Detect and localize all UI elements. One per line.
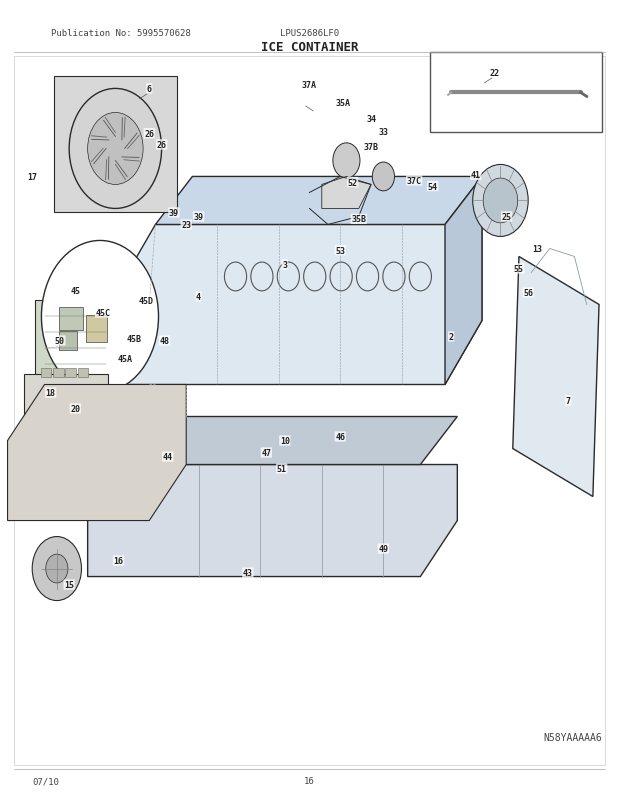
Circle shape [87,113,143,185]
Circle shape [372,163,394,192]
Text: 41: 41 [471,171,481,180]
FancyBboxPatch shape [14,57,605,764]
Text: 45C: 45C [95,309,110,318]
Text: 46: 46 [335,432,345,441]
Text: 17: 17 [27,172,37,182]
Text: 52: 52 [348,178,358,188]
FancyBboxPatch shape [59,331,76,350]
FancyBboxPatch shape [59,307,82,330]
Text: 6: 6 [147,85,152,94]
Polygon shape [513,257,599,497]
FancyBboxPatch shape [54,77,177,213]
Text: 34: 34 [366,115,376,124]
FancyBboxPatch shape [35,301,115,389]
FancyBboxPatch shape [24,375,108,452]
Text: 45: 45 [70,286,81,295]
Circle shape [87,113,143,185]
Text: 53: 53 [335,246,345,255]
Text: 39: 39 [193,213,203,221]
Text: 16: 16 [304,776,315,785]
FancyBboxPatch shape [53,368,64,378]
Text: 16: 16 [113,557,123,565]
Text: 7: 7 [565,396,571,406]
Text: 15: 15 [64,581,74,589]
Text: Publication No: 5995570628: Publication No: 5995570628 [51,30,190,38]
Text: 33: 33 [378,128,388,137]
Text: LPUS2686LF0: LPUS2686LF0 [280,30,339,38]
Polygon shape [156,177,482,225]
Text: 44: 44 [162,452,173,461]
Text: N58YAAAAA6: N58YAAAAA6 [544,731,603,742]
FancyBboxPatch shape [41,368,51,378]
Text: 39: 39 [169,209,179,217]
Text: 55: 55 [514,265,524,273]
Text: 54: 54 [428,182,438,192]
Text: 2: 2 [449,333,454,342]
Text: 45A: 45A [117,354,132,363]
Circle shape [483,179,518,224]
FancyBboxPatch shape [430,54,602,133]
Text: 51: 51 [277,464,286,473]
FancyBboxPatch shape [66,368,76,378]
Text: 45B: 45B [126,334,141,343]
Polygon shape [125,417,458,465]
Text: 10: 10 [280,436,290,445]
Polygon shape [87,465,458,577]
Circle shape [333,144,360,179]
Circle shape [32,537,81,601]
Text: 35B: 35B [352,215,366,224]
Text: 56: 56 [523,289,533,298]
Circle shape [472,165,528,237]
Polygon shape [7,385,186,520]
Text: 37B: 37B [363,142,379,152]
Circle shape [42,241,159,393]
Text: 13: 13 [533,245,542,253]
Circle shape [69,89,162,209]
Text: 50: 50 [55,337,65,346]
Text: 43: 43 [243,569,253,577]
Text: 20: 20 [70,404,81,414]
Text: 37C: 37C [407,176,422,186]
Circle shape [46,554,68,583]
Text: 3: 3 [282,261,287,269]
Text: 07/10: 07/10 [32,776,59,785]
Text: 45D: 45D [139,297,154,306]
Text: 4: 4 [196,293,201,302]
Text: 49: 49 [378,545,388,553]
Polygon shape [118,225,482,385]
Polygon shape [445,177,482,385]
FancyBboxPatch shape [86,315,107,342]
Text: 37A: 37A [302,81,317,90]
Text: 23: 23 [181,221,191,229]
Text: 26: 26 [157,141,167,150]
Text: 25: 25 [502,213,512,221]
FancyBboxPatch shape [78,368,88,378]
Text: ICE CONTAINER: ICE CONTAINER [260,42,358,55]
Text: 18: 18 [46,388,56,398]
Circle shape [69,89,162,209]
Text: 48: 48 [160,337,170,346]
Text: 22: 22 [489,69,499,78]
Text: 47: 47 [261,448,272,457]
Text: 35A: 35A [336,99,351,107]
Text: 26: 26 [144,130,154,139]
Polygon shape [322,177,371,209]
